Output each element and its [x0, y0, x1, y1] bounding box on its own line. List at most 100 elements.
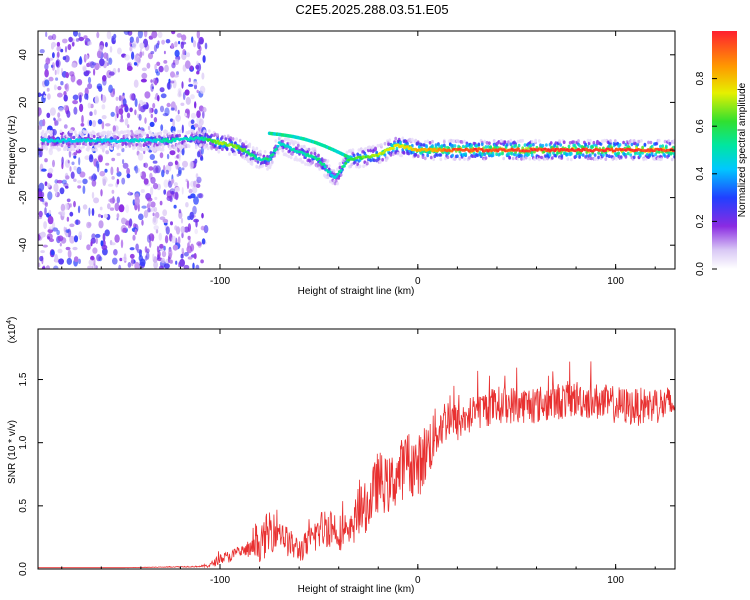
heatmap-noise-cell	[181, 248, 184, 253]
heatmap-ridge-halo	[121, 130, 125, 135]
heatmap-noise-cell	[142, 104, 149, 110]
heatmap-ridge-halo	[241, 155, 245, 159]
heatmap-noise-cell	[93, 257, 96, 266]
colorbar: 0.0 0.2 0.4 0.6 0.8 Normalized spectral ampl…	[695, 31, 748, 276]
colorbar-tick-label: 0.8	[695, 71, 706, 85]
heatmap-noise-cell	[171, 235, 177, 244]
heatmap-ridge-halo	[502, 156, 506, 161]
heatmap-noise-cell	[89, 111, 93, 116]
heatmap-noise-cell	[91, 208, 95, 216]
snr-background	[38, 329, 675, 569]
heatmap-noise-cell	[143, 178, 149, 185]
heatmap-ridge-halo	[656, 157, 660, 161]
heatmap-noise-cell	[71, 161, 75, 166]
heatmap-noise-cell	[178, 152, 181, 162]
heatmap-noise-cell	[132, 234, 136, 241]
heatmap-ridge-halo	[98, 135, 102, 139]
heatmap-noise-cell	[153, 117, 158, 123]
heatmap-ridge-halo	[250, 162, 254, 166]
heatmap-noise-cell	[51, 62, 56, 71]
heatmap-noise-cell	[109, 197, 116, 204]
heatmap-noise-cell	[163, 50, 166, 55]
heatmap-ridge-halo	[259, 149, 262, 154]
heatmap-noise-cell	[180, 41, 184, 49]
heatmap-ridge-halo	[159, 132, 163, 136]
heatmap-ridge-halo	[630, 139, 634, 143]
heatmap-noise-cell	[72, 94, 79, 101]
heatmap-noise-cell	[192, 262, 195, 269]
heatmap-ridge-halo	[165, 130, 169, 134]
heatmap-noise-cell	[141, 72, 148, 79]
heatmap-ridge-halo	[645, 152, 649, 157]
heatmap-ridge-halo	[350, 162, 354, 167]
heatmap-ridge-halo	[446, 155, 450, 160]
heatmap-ridge-halo	[549, 141, 553, 145]
heatmap-noise-cell	[114, 202, 120, 212]
heatmap-ridge-halo	[92, 131, 96, 135]
heatmap-noise-cell	[173, 204, 177, 209]
heatmap-ridge-halo	[287, 137, 291, 142]
heatmap-ridge-halo	[655, 150, 659, 154]
heatmap-noise-cell	[143, 31, 148, 38]
heatmap-ridge-halo	[550, 156, 554, 160]
heatmap-noise-cell	[72, 100, 78, 105]
heatmap-ridge-halo	[450, 138, 453, 143]
heatmap-noise-cell	[129, 107, 133, 113]
heatmap-ridge-halo	[52, 136, 56, 140]
heatmap-ridge-halo	[532, 142, 535, 147]
heatmap-noise-cell	[153, 225, 159, 231]
heatmap-noise-cell	[193, 180, 197, 188]
heatmap-ridge-halo	[484, 156, 488, 160]
heatmap-noise-cell	[184, 89, 190, 96]
heatmap-noise-cell	[192, 205, 197, 215]
heatmap-noise-cell	[44, 158, 48, 163]
spectrogram-y-tick-label: -40	[18, 238, 29, 253]
heatmap-noise-cell	[91, 179, 97, 187]
heatmap-ridge-halo	[209, 141, 212, 146]
heatmap-ridge-halo	[375, 150, 379, 155]
heatmap-ridge-halo	[569, 151, 573, 156]
heatmap-noise-cell	[160, 93, 167, 99]
heatmap-noise-cell	[154, 108, 158, 115]
heatmap-noise-cell	[179, 258, 186, 267]
heatmap-noise-cell	[166, 102, 171, 108]
heatmap-ridge-halo	[503, 140, 507, 145]
snr-x-tick-label: 0	[415, 575, 421, 586]
heatmap-ridge-halo	[655, 141, 659, 146]
heatmap-ridge-halo	[626, 151, 630, 156]
heatmap-noise-cell	[193, 84, 198, 90]
heatmap-noise-cell	[62, 38, 68, 44]
heatmap-ridge-halo	[597, 155, 600, 160]
heatmap-noise-cell	[59, 242, 62, 247]
heatmap-ridge-halo	[574, 154, 578, 159]
heatmap-ridge-halo	[336, 167, 339, 172]
heatmap-noise-cell	[78, 36, 85, 42]
heatmap-noise-cell	[153, 216, 157, 223]
heatmap-noise-cell	[48, 226, 54, 231]
heatmap-ridge-halo	[426, 139, 430, 144]
heatmap-ridge-halo	[139, 129, 142, 134]
heatmap-ridge-halo	[640, 139, 643, 143]
heatmap-noise-cell	[104, 168, 108, 173]
heatmap-ridge-halo	[477, 142, 481, 147]
colorbar-tick-label: 0.4	[695, 166, 706, 180]
heatmap-ridge-core	[277, 141, 281, 145]
heatmap-ridge-halo	[507, 140, 510, 144]
heatmap-noise-cell	[63, 104, 69, 111]
snr-frame	[37, 328, 676, 570]
heatmap-noise-cell	[141, 205, 147, 209]
heatmap-noise-cell	[96, 50, 102, 59]
heatmap-ridge-halo	[274, 144, 278, 149]
heatmap-noise-cell	[118, 108, 124, 115]
heatmap-ridge-halo	[126, 133, 129, 138]
spectrogram-x-tick-label: 0	[415, 276, 421, 287]
heatmap-ridge-halo	[172, 130, 176, 135]
heatmap-ridge-halo	[158, 135, 161, 139]
heatmap-noise-cell	[48, 167, 54, 174]
heatmap-noise-cell	[146, 62, 151, 69]
heatmap-noise-cell	[143, 210, 149, 218]
heatmap-noise-cell	[44, 79, 50, 87]
heatmap-noise-cell	[46, 183, 51, 188]
heatmap-ridge-halo	[588, 138, 592, 143]
heatmap-ridge-halo	[238, 138, 242, 143]
